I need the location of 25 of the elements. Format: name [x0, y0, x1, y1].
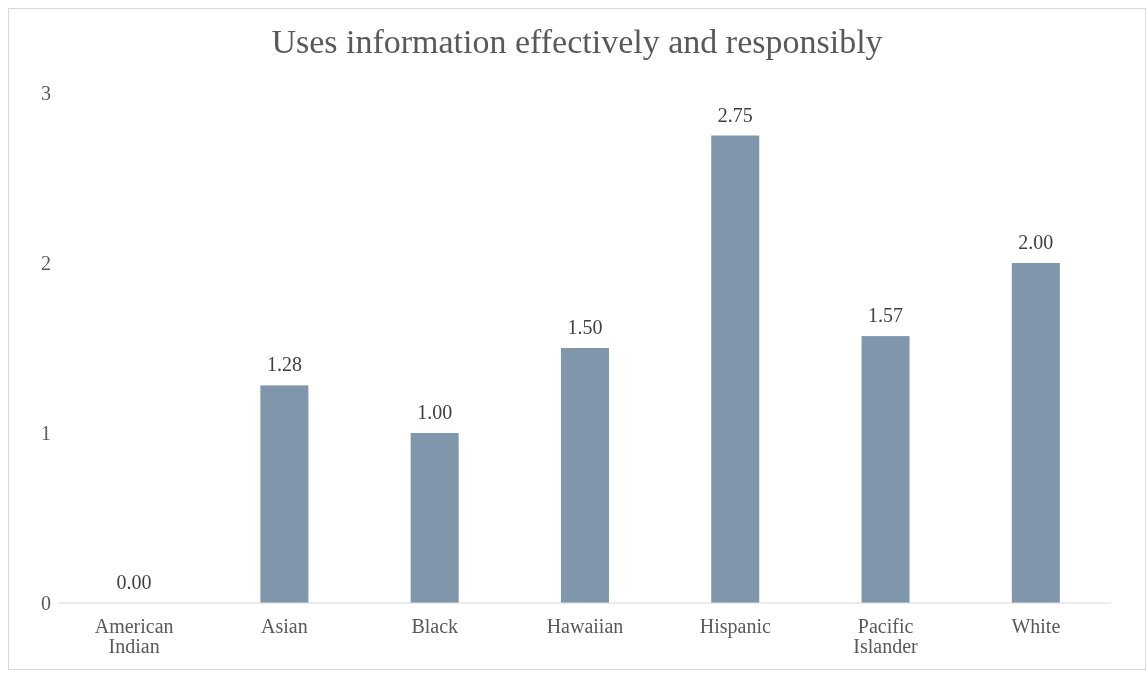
data-label: 2.00 — [1018, 231, 1054, 253]
bar — [711, 135, 760, 603]
x-tick-label: Asian — [261, 615, 308, 638]
data-label: 1.28 — [266, 353, 302, 376]
bar — [260, 385, 309, 603]
x-tick-label: Hawaiian — [546, 615, 624, 638]
y-tick-label: 3 — [41, 82, 51, 105]
data-label: 1.00 — [417, 401, 453, 423]
x-tick-label: Hispanic — [699, 615, 771, 639]
x-tick-label: American Indian — [94, 615, 174, 658]
x-tick-label: Black — [411, 615, 459, 638]
bar — [861, 336, 910, 603]
y-tick-label: 2 — [41, 252, 51, 275]
data-label: 1.57 — [868, 304, 904, 327]
bar — [560, 348, 609, 603]
data-label: 0.00 — [116, 571, 152, 593]
y-tick-label: 1 — [41, 422, 51, 445]
x-tick-label: Pacific Islander — [853, 615, 919, 658]
x-tick-label: White — [1011, 615, 1061, 638]
data-label: 1.50 — [567, 316, 603, 338]
bar — [410, 433, 459, 603]
chart-title: Uses information effectively and responsibly — [270, 22, 884, 62]
data-label: 2.75 — [717, 103, 753, 126]
bar — [1011, 263, 1060, 603]
y-tick-label: 0 — [41, 592, 51, 615]
